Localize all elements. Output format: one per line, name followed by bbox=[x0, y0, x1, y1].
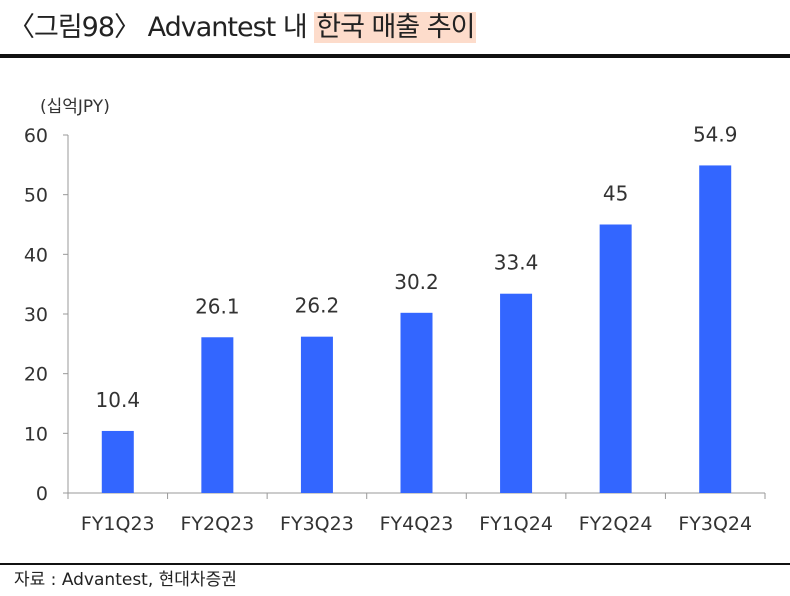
x-tick-label: FY1Q23 bbox=[81, 513, 155, 535]
x-tick-label: FY2Q23 bbox=[180, 513, 254, 535]
y-tick-label: 20 bbox=[24, 364, 48, 386]
data-label: 26.1 bbox=[195, 294, 240, 318]
title-highlight: 한국 매출 추이 bbox=[314, 12, 477, 43]
bar-FY3Q23 bbox=[300, 336, 333, 493]
x-tick-label: FY3Q24 bbox=[678, 513, 752, 535]
y-axis-unit-label: (십억JPY) bbox=[40, 97, 110, 117]
source-divider bbox=[0, 563, 790, 565]
x-tick-label: FY3Q23 bbox=[280, 513, 354, 535]
bar-FY2Q24 bbox=[599, 224, 632, 493]
x-tick-label: FY1Q24 bbox=[479, 513, 553, 535]
data-label: 30.2 bbox=[394, 270, 439, 294]
bar-FY4Q23 bbox=[400, 312, 433, 493]
x-tick-label: FY4Q23 bbox=[380, 513, 454, 535]
data-label: 54.9 bbox=[693, 122, 738, 146]
title-prefix: 〈그림98〉 Advantest 내 bbox=[8, 12, 315, 43]
bars: 10.4 26.1 26.2 30.2 33.4 45 54.9 bbox=[96, 122, 738, 493]
y-tick-label: 60 bbox=[24, 125, 48, 147]
bar-FY1Q23 bbox=[101, 430, 134, 493]
data-label: 26.2 bbox=[295, 294, 340, 318]
chart-title: 〈그림98〉 Advantest 내 한국 매출 추이 bbox=[8, 8, 477, 48]
x-tick-label: FY2Q24 bbox=[579, 513, 653, 535]
y-tick-label: 30 bbox=[24, 304, 48, 326]
axes: 0 10 20 30 40 50 60 FY1Q23 FY2Q23 FY3Q23 FY4Q23 FY1… bbox=[24, 125, 766, 535]
data-label: 45 bbox=[603, 182, 628, 206]
data-label: 33.4 bbox=[494, 251, 539, 275]
bar-FY3Q24 bbox=[699, 165, 732, 493]
title-divider bbox=[0, 54, 790, 58]
y-tick-label: 40 bbox=[24, 244, 48, 266]
y-tick-label: 50 bbox=[24, 185, 48, 207]
y-tick-label: 0 bbox=[36, 483, 48, 505]
bar-FY2Q23 bbox=[201, 337, 234, 493]
source-note: 자료 : Advantest, 현대차증권 bbox=[14, 570, 237, 590]
y-tick-label: 10 bbox=[24, 423, 48, 445]
data-label: 10.4 bbox=[96, 388, 141, 412]
bar-FY1Q24 bbox=[500, 293, 533, 493]
